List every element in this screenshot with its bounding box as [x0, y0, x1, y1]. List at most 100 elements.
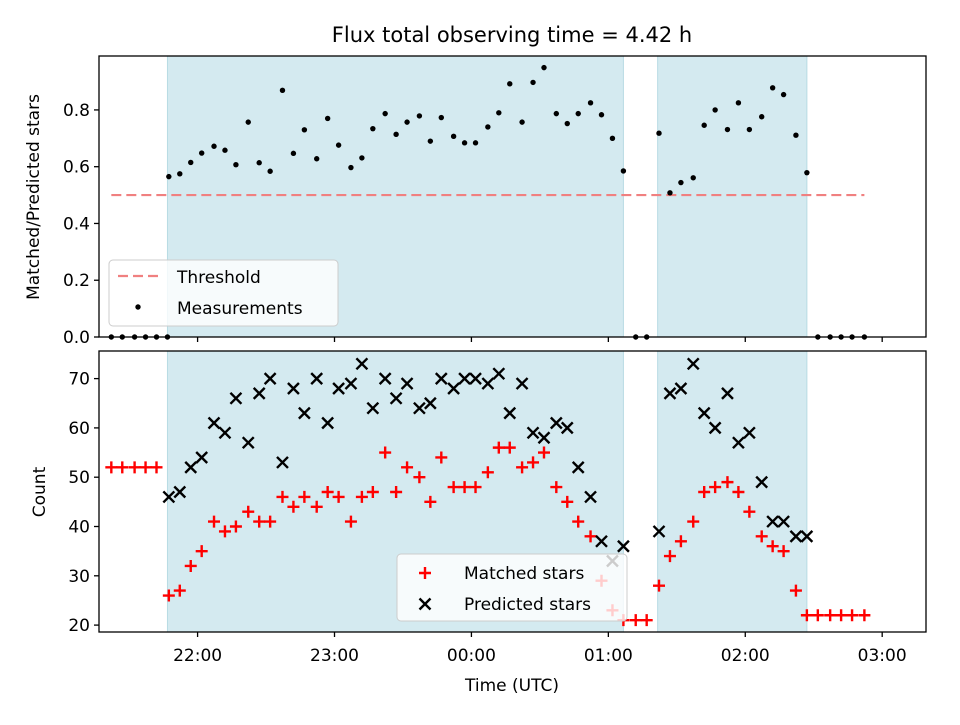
measurement-point	[245, 119, 251, 125]
matched-point	[116, 461, 129, 474]
legend-predicted-swatch	[418, 597, 432, 611]
predicted-point	[344, 377, 358, 390]
predicted-point	[492, 367, 506, 381]
measurement-point	[701, 122, 707, 128]
measurement-point	[233, 162, 239, 168]
measurement-point	[416, 113, 423, 119]
matched-point	[419, 567, 431, 579]
legend-predicted-label: Predicted stars	[464, 595, 591, 615]
predicted-point	[503, 406, 517, 420]
ratio-panel: 0.0 0.2 0.4 0.6 0.8 Threshold Measurements	[63, 55, 927, 348]
predicted-point	[378, 372, 392, 385]
observing-window	[657, 55, 808, 338]
predicted-point	[287, 382, 300, 395]
measurement-point	[553, 110, 560, 117]
x-tick-label: 22:00	[173, 646, 222, 666]
measurement-point	[188, 159, 194, 166]
predicted-point	[263, 372, 277, 385]
y-tick-label: 40	[68, 518, 90, 538]
measurement-point	[712, 107, 718, 113]
predicted-point	[389, 391, 403, 405]
matched-point	[253, 515, 266, 528]
legend-threshold-label: Threshold	[176, 268, 261, 288]
matched-point	[537, 446, 550, 459]
x-tick-label: 02:00	[721, 646, 770, 666]
predicted-point	[789, 530, 803, 543]
measurement-point	[519, 119, 525, 125]
x-axis-label: Time (UTC)	[464, 676, 559, 696]
measurement-point	[541, 64, 547, 71]
matched-point	[458, 481, 471, 494]
predicted-point	[195, 451, 209, 464]
matched-point	[481, 466, 494, 479]
matched-point	[846, 609, 859, 622]
matched-point	[390, 485, 403, 498]
y-tick-label: 20	[68, 616, 90, 636]
matched-point	[811, 609, 824, 622]
legend-ratio: Threshold Measurements	[108, 259, 339, 327]
predicted-point	[766, 515, 779, 528]
predicted-point	[755, 475, 769, 489]
matched-point	[732, 485, 745, 498]
predicted-point	[663, 387, 677, 400]
matched-point	[721, 476, 734, 489]
predicted-point	[732, 436, 745, 450]
matched-point	[503, 441, 516, 454]
measurement-point	[335, 142, 342, 148]
matched-point	[584, 530, 597, 543]
legend-matched-swatch	[419, 567, 431, 579]
predicted-point	[743, 426, 756, 440]
matched-point	[629, 614, 642, 627]
matched-point	[743, 505, 756, 518]
y-tick-label: 50	[68, 468, 90, 488]
measurement-point	[198, 150, 205, 156]
measurement-point	[667, 190, 673, 196]
measurement-point	[267, 168, 273, 174]
measurement-point	[279, 87, 286, 94]
legend-measurements-label: Measurements	[177, 299, 303, 319]
matched-point	[128, 461, 141, 474]
predicted-point	[355, 357, 369, 371]
observing-window	[657, 350, 808, 633]
measurement-point	[564, 120, 570, 127]
matched-point	[800, 609, 813, 622]
matched-point	[492, 441, 505, 454]
measurement-point	[166, 173, 172, 180]
y-tick-label: 60	[68, 419, 90, 439]
matched-point	[858, 609, 871, 622]
y-tick-label: 30	[68, 567, 90, 587]
predicted-point	[321, 416, 335, 430]
measurement-point	[575, 110, 581, 117]
matched-point	[687, 515, 700, 528]
chart-title: Flux total observing time = 4.42 h	[332, 23, 692, 47]
measurement-point	[507, 81, 513, 87]
matched-point	[824, 609, 837, 622]
matched-point	[516, 461, 529, 474]
legend-count: Matched stars Predicted stars	[396, 553, 628, 622]
predicted-point	[686, 357, 700, 371]
legend-measurements-swatch	[135, 304, 141, 310]
matched-point	[561, 495, 574, 508]
x-tick-label: 01:00	[584, 646, 633, 666]
y-tick-label: 0.0	[63, 328, 90, 348]
predicted-point	[229, 391, 243, 405]
matched-point	[469, 481, 482, 494]
measurement-point	[724, 126, 731, 133]
y-tick-label: 0.8	[63, 101, 90, 121]
measurement-point	[461, 140, 468, 146]
measurement-point	[735, 100, 742, 106]
measurement-point	[427, 138, 434, 144]
measurement-point	[758, 114, 765, 120]
predicted-point	[218, 426, 232, 440]
legend-matched-label: Matched stars	[464, 564, 584, 584]
matched-point	[105, 461, 118, 474]
matched-point	[287, 500, 300, 513]
x-tick-label: 23:00	[310, 646, 359, 666]
matched-point	[150, 461, 163, 474]
predicted-point	[458, 372, 471, 385]
measurement-point	[804, 169, 810, 176]
predicted-point	[207, 416, 221, 430]
measurement-point	[177, 171, 183, 177]
matched-point	[766, 540, 779, 553]
